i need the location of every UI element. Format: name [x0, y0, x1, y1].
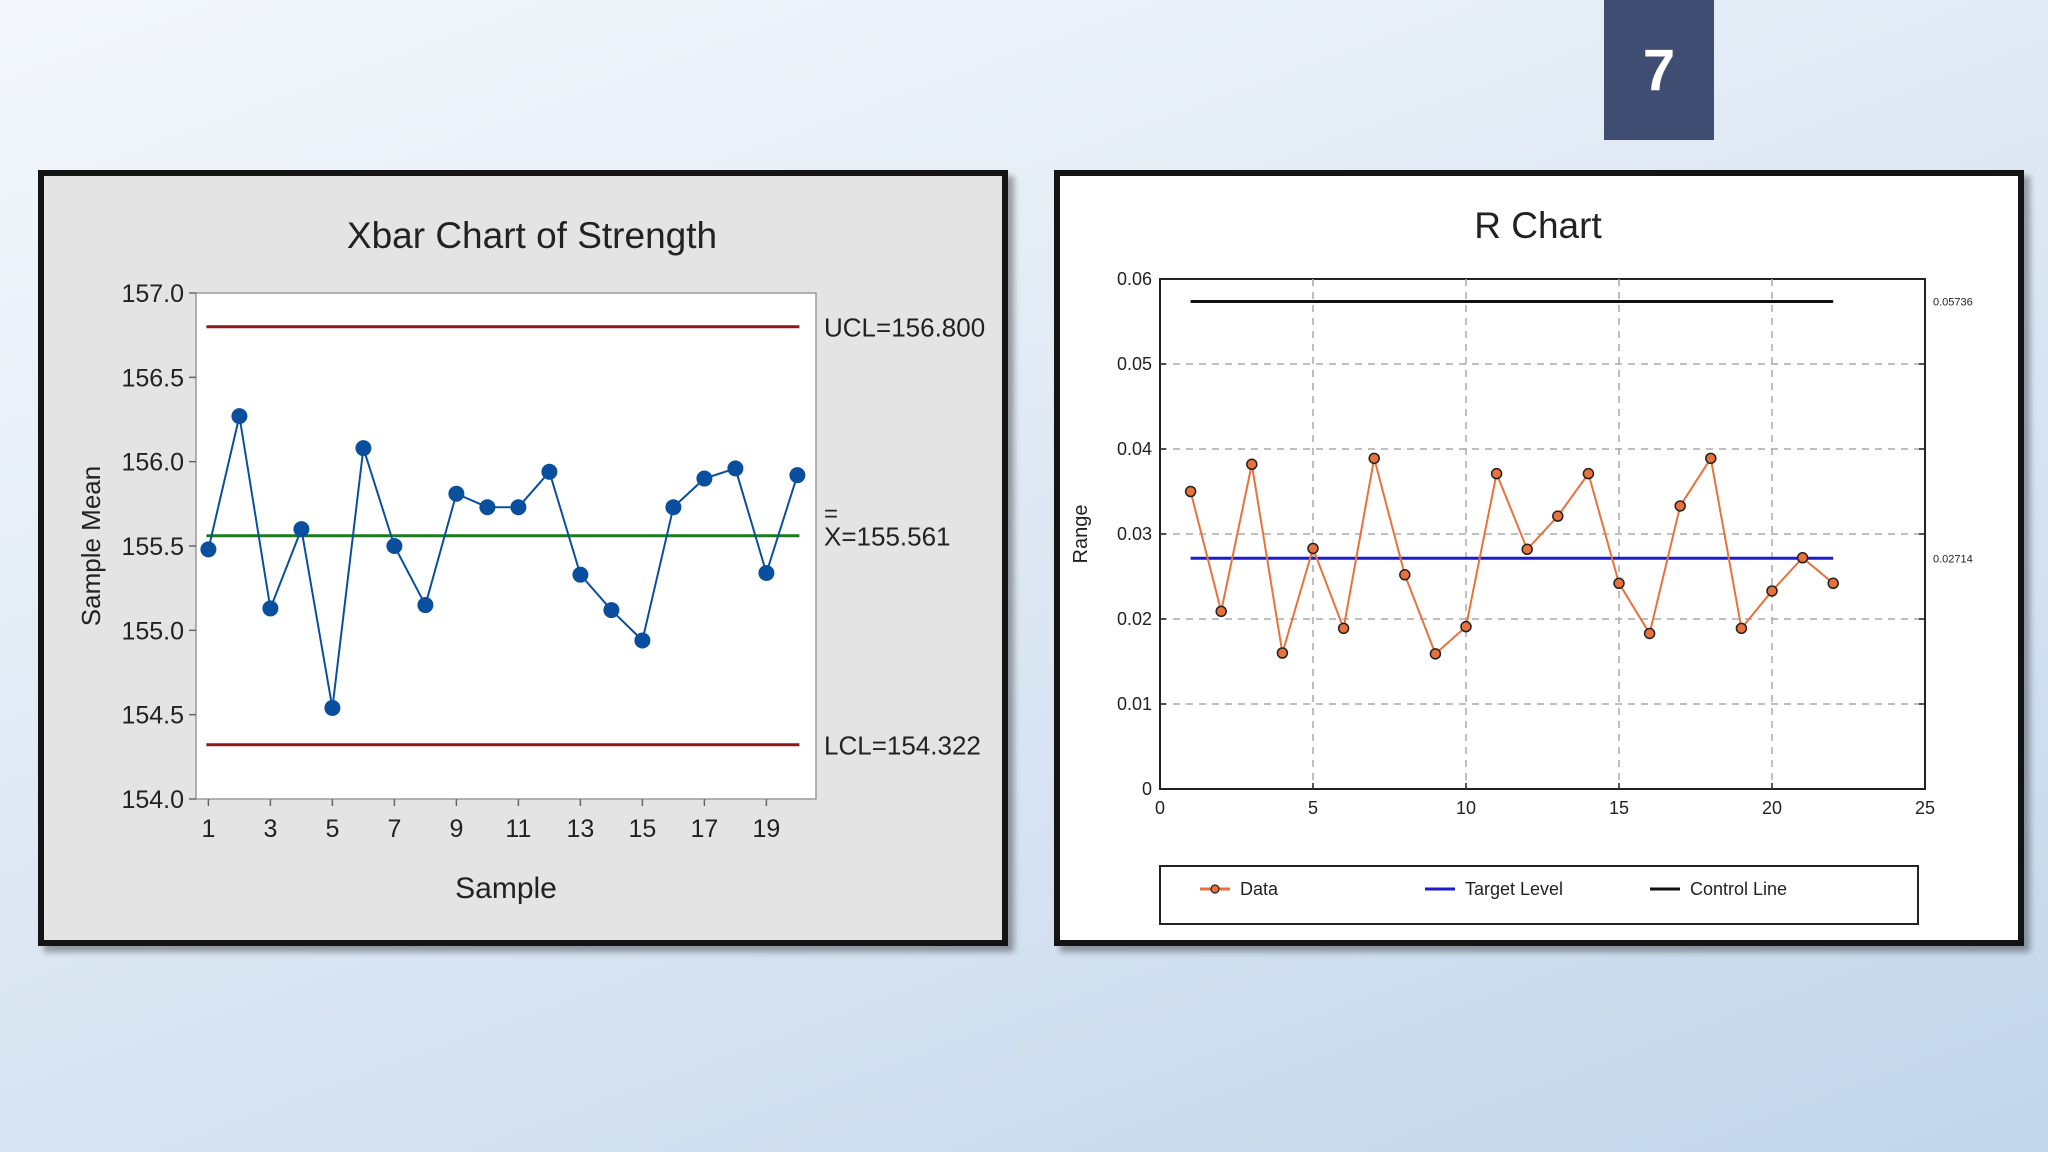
xbar-ucl-label: UCL=156.800 [824, 313, 985, 343]
xbar-data-point [758, 564, 775, 581]
xbar-chart-title: Xbar Chart of Strength [347, 215, 717, 256]
r-y-tick-label: 0 [1142, 779, 1152, 799]
xbar-x-tick-label: 5 [325, 815, 339, 843]
xbar-y-tick-label: 157.0 [121, 280, 184, 308]
xbar-x-tick-label: 15 [628, 815, 656, 843]
r-data-point [1490, 467, 1503, 480]
xbar-y-axis-label: Sample Mean [76, 466, 106, 626]
r-data-point [1796, 552, 1809, 564]
xbar-y-tick-label: 154.0 [121, 786, 184, 814]
r-data-point [1460, 620, 1472, 633]
xbar-data-point [727, 460, 744, 477]
xbar-x-tick-label: 19 [752, 815, 780, 843]
xbar-data-point [417, 597, 434, 614]
xbar-data-point [603, 602, 620, 619]
xbar-y-tick-label: 156.5 [121, 364, 184, 392]
xbar-center-line-overline: = [824, 501, 838, 528]
r-y-tick-label: 0.04 [1117, 439, 1152, 459]
r-legend-label-data: Data [1240, 879, 1279, 899]
r-x-tick-label: 20 [1762, 798, 1782, 818]
r-data-point [1429, 648, 1442, 660]
xbar-y-tick-label: 155.0 [121, 617, 184, 645]
r-y-tick-label: 0.01 [1117, 694, 1152, 714]
page-number: 7 [1642, 37, 1676, 103]
xbar-lcl-label: LCL=154.322 [824, 731, 981, 761]
r-x-tick-label: 5 [1308, 798, 1318, 818]
r-legend [1159, 865, 1919, 925]
r-x-tick-label: 10 [1456, 798, 1476, 818]
r-data-point [1582, 467, 1595, 480]
xbar-data-point [696, 470, 713, 487]
r-data-point [1613, 577, 1625, 590]
xbar-data-point [479, 499, 496, 516]
xbar-data-point [634, 632, 651, 649]
r-legend-marker-data [1210, 884, 1220, 894]
r-y-axis-label: Range [1070, 505, 1092, 564]
r-data-point [1246, 458, 1258, 471]
r-x-tick-label: 25 [1915, 798, 1935, 818]
r-data-point [1368, 452, 1380, 465]
xbar-x-tick-label: 3 [263, 815, 277, 843]
r-data-point [1184, 485, 1197, 498]
xbar-data-point [510, 499, 527, 516]
r-data-point [1552, 510, 1564, 522]
r-x-tick-label: 0 [1155, 798, 1165, 818]
xbar-data-point [355, 440, 372, 457]
xbar-data-point [324, 699, 341, 716]
xbar-x-tick-label: 1 [201, 815, 215, 843]
xbar-y-tick-label: 154.5 [121, 702, 184, 730]
xbar-data-point [200, 541, 217, 558]
r-data-point [1399, 569, 1411, 581]
r-data-point [1643, 627, 1656, 640]
r-target-level-value-label: 0.02714 [1933, 553, 1973, 565]
xbar-data-point [448, 485, 465, 502]
xbar-y-tick-label: 156.0 [121, 449, 184, 477]
r-legend-label-control-line: Control Line [1690, 879, 1787, 899]
xbar-x-tick-label: 13 [566, 815, 594, 843]
r-data-point [1276, 647, 1289, 659]
r-data-line [1189, 455, 1834, 656]
r-x-tick-label: 15 [1609, 798, 1629, 818]
r-data-point [1827, 577, 1839, 590]
xbar-x-tick-label: 17 [690, 815, 718, 843]
r-data-point [1307, 542, 1319, 555]
r-y-tick-label: 0.03 [1117, 524, 1152, 544]
r-chart-title: R Chart [1474, 205, 1602, 246]
xbar-x-tick-label: 9 [449, 815, 463, 843]
xbar-x-label: X=155.561 [824, 522, 951, 552]
r-legend-label-target-level: Target Level [1465, 879, 1563, 899]
xbar-chart: Xbar Chart of Strength Sample Mean Sampl… [76, 215, 985, 905]
r-data-point [1215, 605, 1227, 618]
xbar-data-point [541, 463, 558, 480]
xbar-data-point [572, 566, 589, 583]
r-chart: R Chart Range 0 5 10 15 20 25 0 0.01 0.02 0.03 0.0… [1070, 205, 1973, 925]
xbar-data-point [789, 467, 806, 484]
xbar-x-tick-label: 11 [505, 815, 531, 843]
xbar-data-point [665, 499, 682, 516]
r-data-point [1766, 585, 1778, 597]
xbar-data-point [386, 538, 403, 554]
xbar-x-tick-label: 7 [387, 815, 401, 843]
r-y-tick-label: 0.05 [1117, 354, 1152, 374]
xbar-chart-panel: Xbar Chart of Strength Sample Mean Sampl… [38, 170, 1008, 946]
r-data-point [1705, 452, 1717, 465]
xbar-y-tick-label: 155.5 [121, 533, 184, 561]
xbar-data-point [293, 521, 310, 538]
xbar-x-axis-label: Sample [455, 872, 557, 905]
xbar-data-point [231, 408, 248, 425]
r-y-tick-label: 0.06 [1117, 269, 1152, 289]
r-data-point [1521, 543, 1533, 556]
xbar-plot-area [195, 292, 817, 800]
xbar-data-point [262, 600, 279, 617]
r-data-point [1735, 622, 1748, 635]
r-control-line-value-label: 0.05736 [1933, 296, 1973, 308]
r-data-point [1674, 500, 1686, 512]
r-data-point [1337, 622, 1350, 635]
r-chart-panel: R Chart Range 0 5 10 15 20 25 0 0.01 0.02 0.03 0.0… [1054, 170, 2024, 946]
r-y-tick-label: 0.02 [1117, 609, 1152, 629]
page-number-badge: 7 [1604, 0, 1714, 140]
